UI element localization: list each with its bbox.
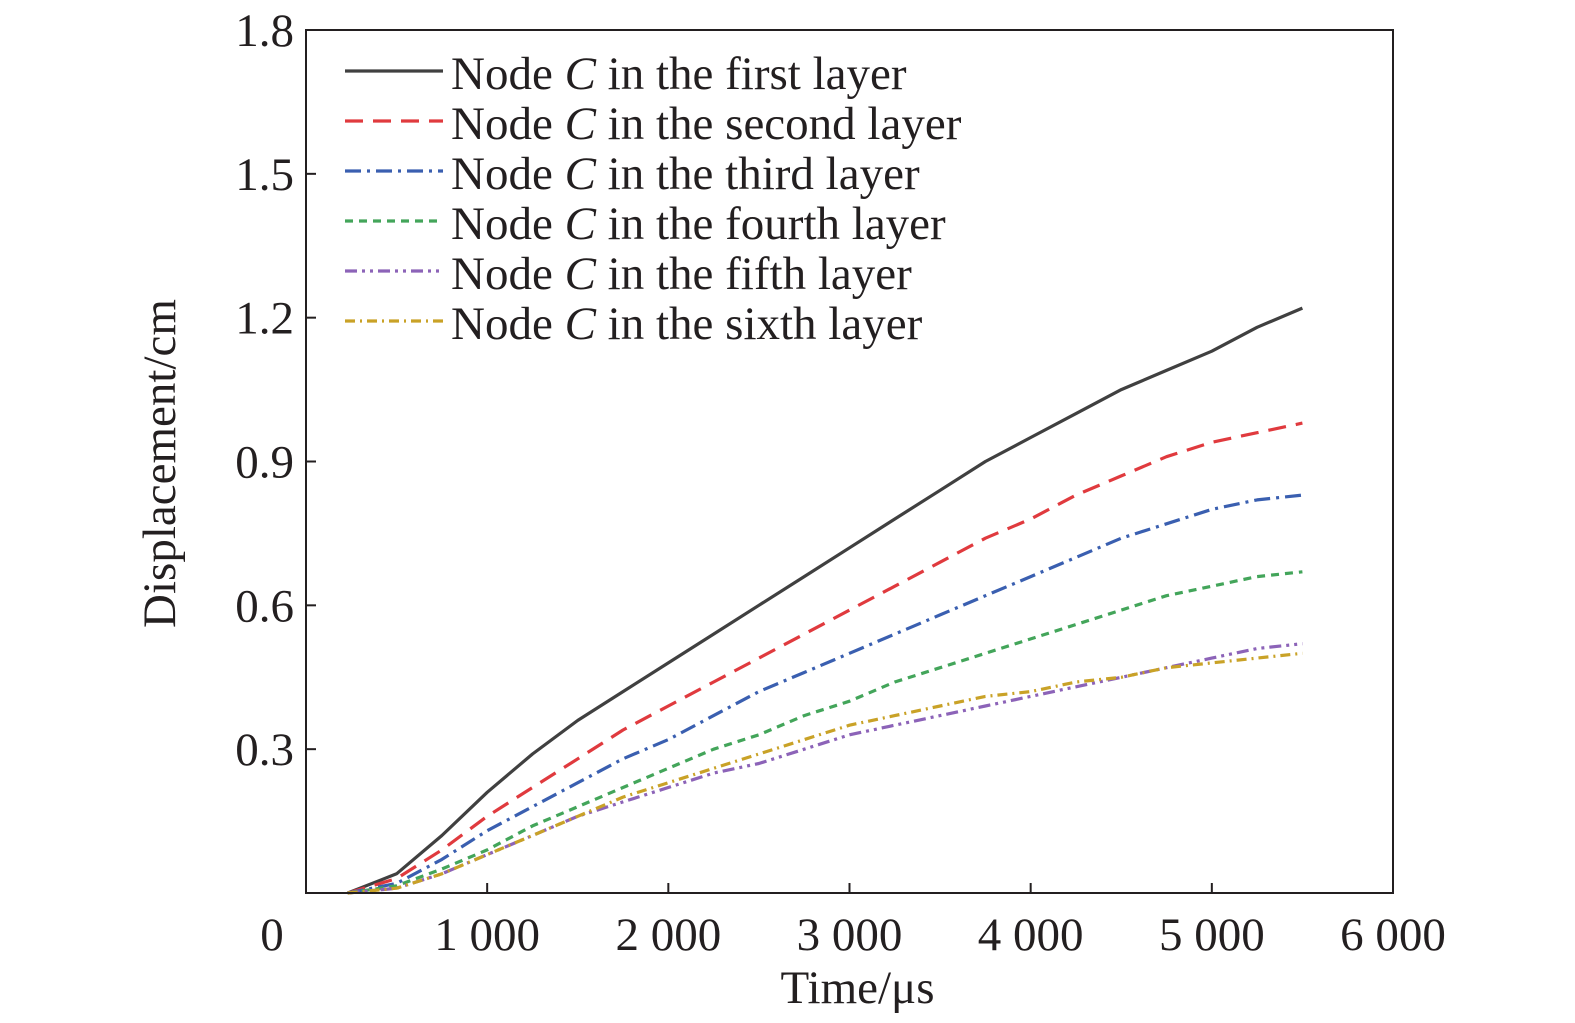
legend-label-prefix: Node: [451, 198, 553, 250]
series-line-5: [347, 642, 1303, 895]
legend-label: Node C in the fourth layer: [451, 198, 946, 250]
legend-item: Node C in the first layer: [345, 48, 907, 100]
y-tick-label: 0.6: [235, 580, 294, 632]
y-axis-title: Displacement/cm: [134, 299, 186, 628]
legend-label-suffix: in the second layer: [608, 98, 962, 150]
plot-area: [347, 306, 1304, 895]
legend-label: Node C in the first layer: [451, 48, 907, 100]
legend-label-suffix: in the fifth layer: [608, 248, 912, 300]
x-tick-label: 4 000: [978, 909, 1084, 961]
y-tick-label: 1.8: [235, 5, 294, 57]
legend-item: Node C in the sixth layer: [345, 298, 923, 350]
legend-label-node: C: [565, 248, 597, 300]
series-line-6: [347, 651, 1303, 895]
x-tick-label: 5 000: [1159, 909, 1265, 961]
legend-label-node: C: [565, 98, 597, 150]
x-tick-label: 3 000: [797, 909, 903, 961]
x-tick-label: 2 000: [615, 909, 721, 961]
legend-label-suffix: in the sixth layer: [608, 298, 923, 350]
x-tick-label: 0: [260, 909, 284, 961]
legend-label-prefix: Node: [451, 298, 553, 350]
y-axis: 0.3 0.6 0.9 1.2 1.5 1.8: [235, 5, 316, 776]
legend-label-node: C: [565, 198, 597, 250]
legend-label-node: C: [565, 148, 597, 200]
y-tick-label: 0.3: [235, 724, 294, 776]
y-tick-label: 0.9: [235, 437, 294, 489]
x-tick-label: 6 000: [1340, 909, 1446, 961]
legend-label-suffix: in the first layer: [608, 48, 907, 100]
legend-item: Node C in the fourth layer: [345, 198, 946, 250]
legend-label: Node C in the second layer: [451, 98, 962, 150]
series-line-4: [347, 570, 1303, 895]
y-tick-label: 1.5: [235, 149, 294, 201]
legend-label-prefix: Node: [451, 98, 553, 150]
legend-label-node: C: [565, 298, 597, 350]
legend-label-suffix: in the third layer: [608, 148, 920, 200]
series-line-2: [347, 421, 1303, 895]
legend-item: Node C in the third layer: [345, 148, 920, 200]
series-line-3: [347, 493, 1303, 895]
legend-label: Node C in the third layer: [451, 148, 920, 200]
legend-label: Node C in the sixth layer: [451, 298, 923, 350]
legend-label-node: C: [565, 48, 597, 100]
x-tick-label: 1 000: [434, 909, 540, 961]
x-axis: 0 1 000 2 000 3 000 4 000 5 000 6 000: [260, 883, 1446, 961]
legend-label: Node C in the fifth layer: [451, 248, 912, 300]
y-tick-label: 1.2: [235, 293, 294, 345]
legend-label-prefix: Node: [451, 48, 553, 100]
series-line-1: [347, 306, 1304, 895]
legend-item: Node C in the second layer: [345, 98, 962, 150]
x-axis-title: Time/μs: [780, 962, 934, 1014]
legend-label-suffix: in the fourth layer: [608, 198, 946, 250]
legend-label-prefix: Node: [451, 148, 553, 200]
legend-label-prefix: Node: [451, 248, 553, 300]
legend-item: Node C in the fifth layer: [345, 248, 912, 300]
